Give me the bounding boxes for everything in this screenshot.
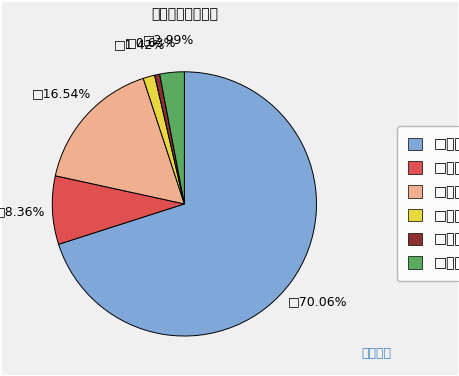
Wedge shape <box>160 72 185 204</box>
Text: □70.06%: □70.06% <box>288 295 347 308</box>
Wedge shape <box>55 78 185 204</box>
Wedge shape <box>59 72 317 336</box>
Title: 主要病毒类型统计: 主要病毒类型统计 <box>151 7 218 21</box>
Text: □8.36%: □8.36% <box>0 205 45 218</box>
Wedge shape <box>143 75 185 204</box>
Text: □16.54%: □16.54% <box>32 87 91 100</box>
Text: □2.99%: □2.99% <box>143 33 195 46</box>
Text: □1.42%: □1.42% <box>114 38 166 52</box>
Wedge shape <box>52 176 185 244</box>
Wedge shape <box>155 74 185 204</box>
Legend: □木马, □后门, □螨虫, □漏洞病毒, □脚本病毒, □广告软件: □木马, □后门, □螨虫, □漏洞病毒, □脚本病毒, □广告软件 <box>397 126 459 281</box>
Text: 江民科技: 江民科技 <box>361 347 392 360</box>
Text: □0.63%: □0.63% <box>124 36 176 49</box>
